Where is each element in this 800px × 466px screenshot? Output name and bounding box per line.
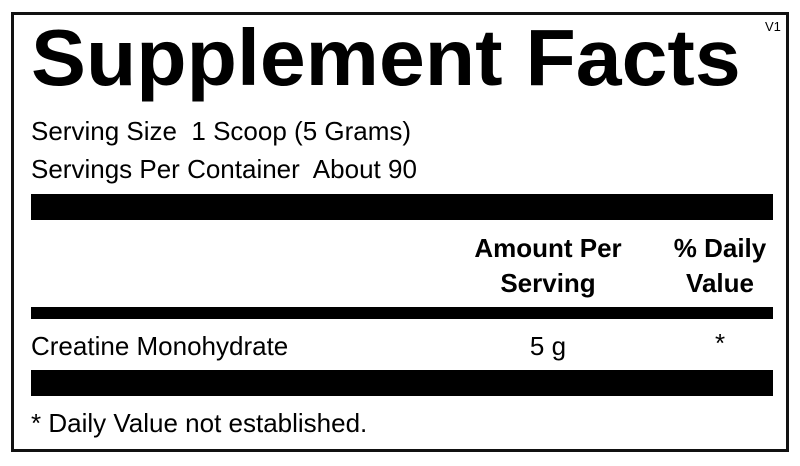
serving-size: Serving Size 1 Scoop (5 Grams) bbox=[31, 116, 412, 146]
ingredient-amount: 5 g bbox=[529, 331, 567, 361]
label-border bbox=[11, 12, 789, 452]
ingredient-daily-value: * bbox=[714, 328, 726, 358]
medium-divider bbox=[31, 307, 773, 319]
thick-divider-bottom bbox=[31, 370, 773, 396]
servings-per-container: Servings Per Container About 90 bbox=[31, 154, 417, 184]
ingredient-name: Creatine Monohydrate bbox=[31, 331, 289, 361]
daily-header-line1: % Daily bbox=[673, 233, 767, 263]
label-title: Supplement Facts bbox=[31, 13, 741, 102]
amount-header-line2: Serving bbox=[500, 268, 596, 298]
version-tag: V1 bbox=[765, 19, 781, 34]
amount-header-line1: Amount Per bbox=[474, 233, 622, 263]
thick-divider bbox=[31, 194, 773, 220]
footnote: * Daily Value not established. bbox=[31, 408, 368, 438]
daily-header-line2: Value bbox=[686, 268, 754, 298]
